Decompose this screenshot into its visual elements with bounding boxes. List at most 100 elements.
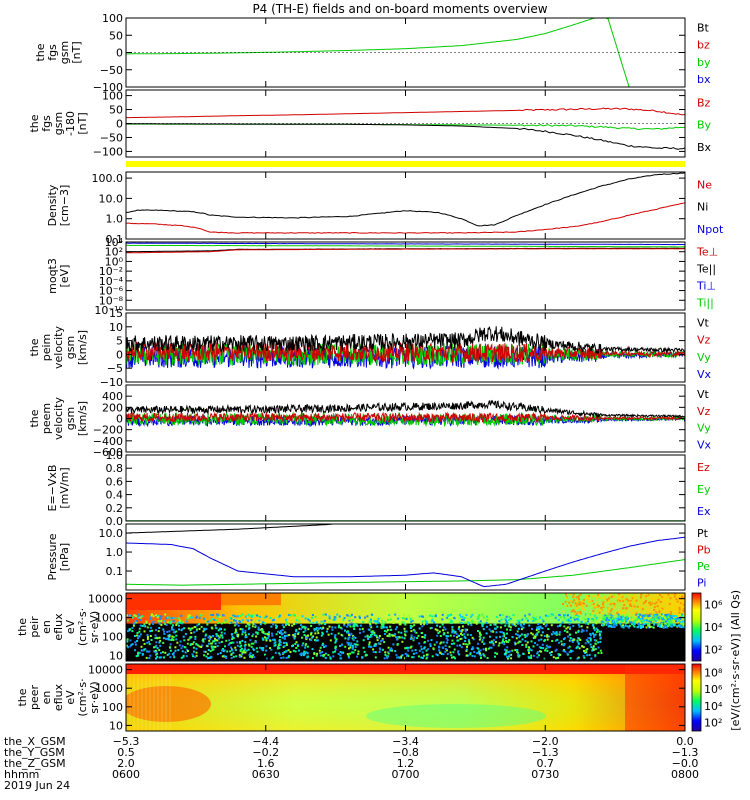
peir-pixel xyxy=(387,646,390,649)
peir-pixel xyxy=(310,624,313,627)
peir-pixel xyxy=(189,643,192,646)
peir-pixel xyxy=(438,646,441,649)
peir-pixel xyxy=(154,634,157,637)
y-axis-label: velocity xyxy=(52,326,65,369)
peir-pixel xyxy=(563,617,566,619)
peir-pixel xyxy=(396,643,399,646)
peir-pixel xyxy=(307,616,310,619)
peir-pixel xyxy=(629,609,632,612)
peir-pixel xyxy=(285,649,288,652)
peir-pixel xyxy=(232,620,235,623)
peir-pixel xyxy=(193,626,196,628)
legend-entry: by xyxy=(697,56,711,69)
peir-pixel xyxy=(538,654,540,657)
peir-pixel xyxy=(603,617,606,620)
peir-pixel xyxy=(667,610,670,613)
peir-pixel xyxy=(663,593,666,596)
peir-pixel xyxy=(423,646,426,649)
peir-pixel xyxy=(311,648,314,651)
peir-pixel xyxy=(172,624,174,627)
peir-pixel xyxy=(433,621,436,624)
peir-pixel xyxy=(464,637,467,640)
peir-pixel xyxy=(575,596,578,599)
peir-pixel xyxy=(337,653,340,655)
peir-pixel xyxy=(237,624,240,627)
peir-pixel xyxy=(615,624,618,627)
peir-pixel xyxy=(595,612,598,615)
peir-pixel xyxy=(638,606,641,609)
peir-pixel xyxy=(635,613,638,616)
peir-pixel xyxy=(606,621,609,624)
peir-pixel xyxy=(321,651,324,654)
peir-pixel xyxy=(620,620,623,623)
peir-pixel xyxy=(387,618,390,621)
peir-pixel xyxy=(225,639,228,642)
peir-pixel xyxy=(460,630,463,633)
peir-pixel xyxy=(539,650,541,653)
peir-pixel xyxy=(610,608,613,611)
peir-pixel xyxy=(280,657,283,659)
peir-pixel xyxy=(350,613,353,616)
peir-pixel xyxy=(362,639,365,642)
peir-pixel xyxy=(244,647,247,650)
peir-pixel xyxy=(309,621,312,624)
peir-pixel xyxy=(446,641,448,644)
peir-pixel xyxy=(225,655,227,658)
peir-pixel xyxy=(359,617,361,619)
peir-pixel xyxy=(154,651,157,654)
y-tick-label: 10 xyxy=(109,649,123,662)
peir-pixel xyxy=(567,619,570,622)
peir-pixel xyxy=(410,619,413,622)
peir-pixel xyxy=(469,653,472,656)
y-tick-label: 10⁻⁶ xyxy=(99,285,124,298)
peir-pixel xyxy=(647,593,650,596)
peir-pixel xyxy=(331,628,334,631)
peir-pixel xyxy=(631,595,633,598)
peir-pixel xyxy=(198,645,201,648)
peir-pixel xyxy=(356,624,359,627)
peir-pixel xyxy=(677,617,680,620)
peir-pixel xyxy=(446,657,448,660)
x-axis-value: −3.4 xyxy=(392,735,419,748)
peir-pixel xyxy=(611,619,614,622)
peir-pixel xyxy=(450,642,453,645)
peir-pixel xyxy=(217,621,220,624)
peir-pixel xyxy=(239,640,241,643)
peir-pixel xyxy=(352,635,355,638)
peir-pixel xyxy=(577,642,580,645)
peir-pixel xyxy=(629,604,632,607)
peir-pixel xyxy=(673,615,676,618)
peir-pixel xyxy=(305,638,308,641)
peir-pixel xyxy=(630,621,633,624)
peir-pixel xyxy=(502,635,505,638)
peir-pixel xyxy=(351,619,354,622)
peir-pixel xyxy=(257,626,260,629)
peir-pixel xyxy=(233,619,235,622)
peir-pixel xyxy=(287,656,290,659)
peir-pixel xyxy=(378,636,381,639)
peir-pixel xyxy=(175,630,178,633)
peir-pixel xyxy=(577,603,580,606)
peir-pixel xyxy=(545,623,548,626)
peir-pixel xyxy=(642,606,644,609)
peir-pixel xyxy=(558,641,561,644)
peir-pixel xyxy=(426,639,429,642)
peir-pixel xyxy=(421,625,424,628)
peir-pixel xyxy=(467,654,470,657)
peir-pixel xyxy=(230,621,233,624)
peir-pixel xyxy=(673,624,675,626)
peir-pixel xyxy=(288,624,291,627)
fgs_gsm_m180-series-red xyxy=(126,107,685,119)
peir-pixel xyxy=(641,608,644,611)
peir-pixel xyxy=(152,615,155,618)
peir-pixel xyxy=(511,649,514,652)
peir-pixel xyxy=(547,628,550,630)
peir-pixel xyxy=(494,640,497,643)
peir-pixel xyxy=(277,630,280,633)
peir-pixel xyxy=(137,613,140,616)
peir-pixel xyxy=(148,657,151,660)
peir-pixel xyxy=(165,637,168,640)
peir-pixel xyxy=(459,638,462,640)
peir-pixel xyxy=(565,593,568,596)
